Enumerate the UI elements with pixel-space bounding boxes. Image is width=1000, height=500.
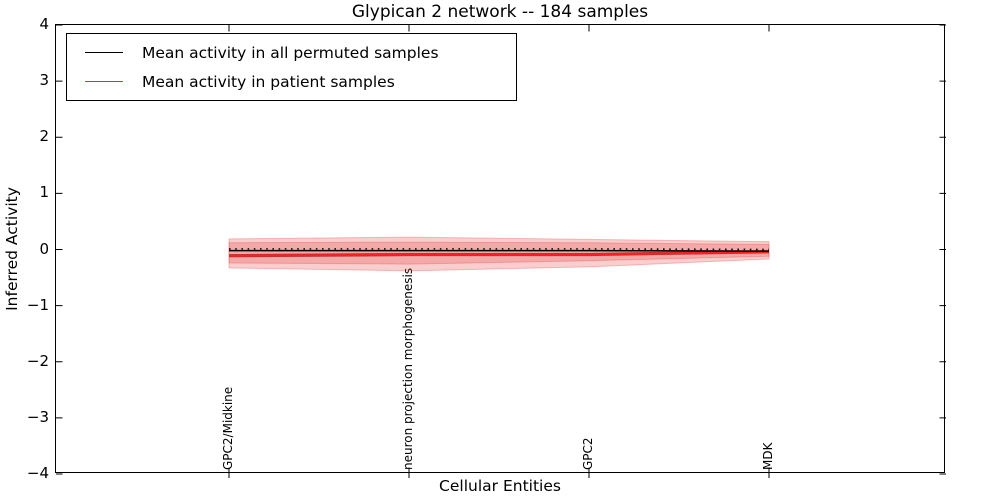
- legend-entry-patient: Mean activity in patient samples: [67, 67, 516, 96]
- y-tick-label: −4: [26, 464, 49, 482]
- legend-entry-permuted: Mean activity in all permuted samples: [67, 38, 516, 67]
- y-tick-label: −2: [26, 351, 49, 370]
- y-tick-label: 0: [39, 239, 49, 258]
- y-tick-label: 4: [39, 15, 49, 33]
- x-tick-label: GPC2: [581, 437, 595, 470]
- y-tick-label: −3: [26, 407, 49, 426]
- legend-label-patient: Mean activity in patient samples: [142, 72, 395, 91]
- plot-area: GPC2/Midkine neuron projection morphogene…: [27, 16, 946, 482]
- x-tick-label: neuron projection morphogenesis: [401, 267, 415, 470]
- x-tick-label: MDK: [761, 442, 775, 470]
- patient-mean-line-edge: [228, 250, 770, 258]
- y-tick-label: 2: [39, 127, 49, 146]
- patient-mean-line: [228, 250, 770, 257]
- inner-shaded-band: [228, 241, 770, 265]
- permuted-mean-dotted-overlay: [229, 248, 770, 251]
- permuted-mean-line: [229, 249, 770, 252]
- patient-line-swatch: [85, 81, 123, 82]
- chart-title: Glypican 2 network -- 184 samples: [351, 2, 649, 22]
- y-tick-label: 3: [39, 71, 49, 90]
- legend: Mean activity in all permuted samples Me…: [66, 33, 517, 101]
- y-tick-label: −1: [26, 295, 49, 314]
- permuted-line-swatch: [85, 52, 123, 53]
- y-tick-label: 1: [39, 183, 49, 202]
- outer-shaded-band: [228, 236, 770, 272]
- x-tick-label: GPC2/Midkine: [221, 386, 235, 470]
- legend-label-permuted: Mean activity in all permuted samples: [142, 43, 439, 62]
- x-axis-label: Cellular Entities: [439, 477, 561, 495]
